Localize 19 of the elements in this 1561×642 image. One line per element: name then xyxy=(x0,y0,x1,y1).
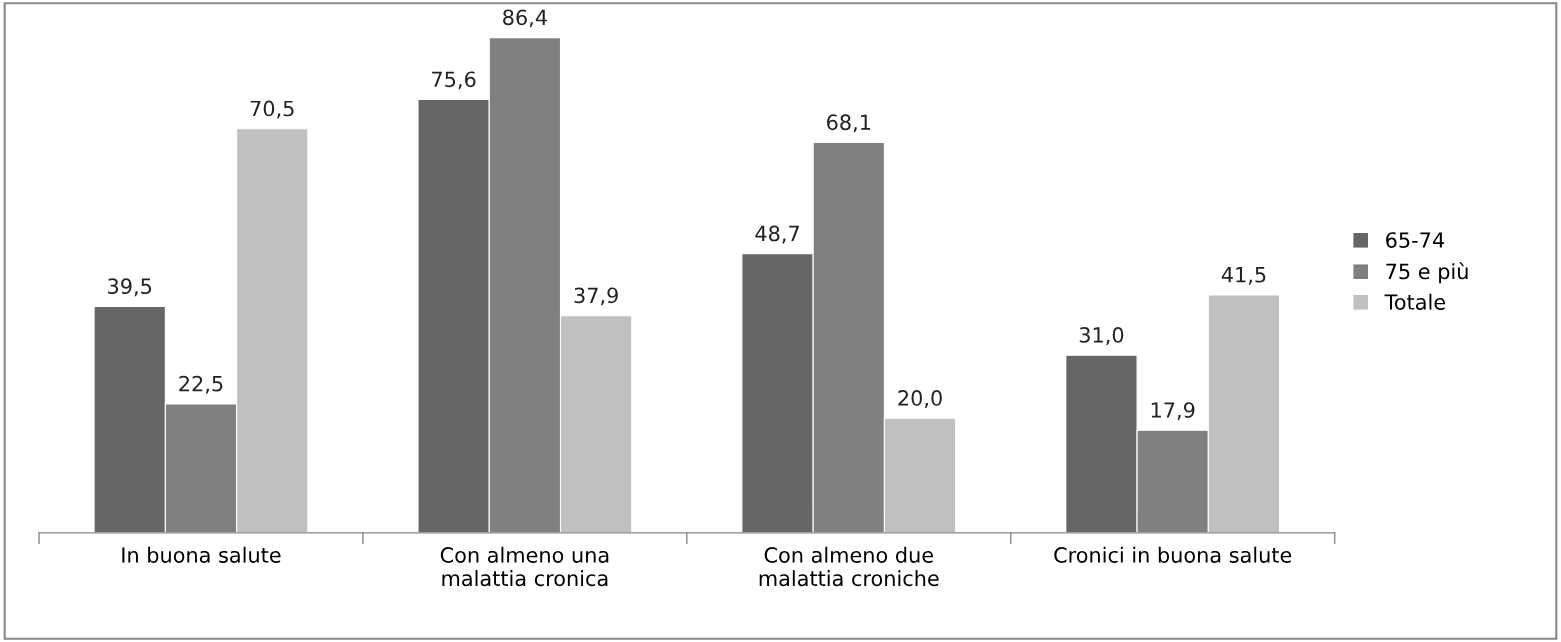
data-label: 37,9 xyxy=(574,287,618,306)
x-tick-label: In buona salute xyxy=(122,546,281,563)
data-label: 41,5 xyxy=(1221,267,1266,285)
legend-label: 65-74 xyxy=(1386,232,1445,248)
data-label: 70,5 xyxy=(250,100,294,119)
data-label: 39,5 xyxy=(108,278,152,297)
data-label: 86,4 xyxy=(503,9,547,28)
data-label: 68,1 xyxy=(827,114,871,133)
data-label: 31,0 xyxy=(1079,327,1124,345)
x-tick-label: Con almeno una malattia cronica xyxy=(440,546,609,587)
data-label: 17,9 xyxy=(1151,402,1195,421)
x-tick-label: Con almeno due malattia croniche xyxy=(759,546,939,587)
data-label: 20,0 xyxy=(898,390,942,408)
legend-label: 75 e più xyxy=(1386,262,1468,284)
data-label: 75,6 xyxy=(432,71,476,90)
data-label: 48,7 xyxy=(755,225,799,244)
data-label: 22,5 xyxy=(179,375,223,394)
x-tick-label: Cronici in buona salute xyxy=(1054,546,1292,563)
legend-label: Totale xyxy=(1384,293,1446,310)
